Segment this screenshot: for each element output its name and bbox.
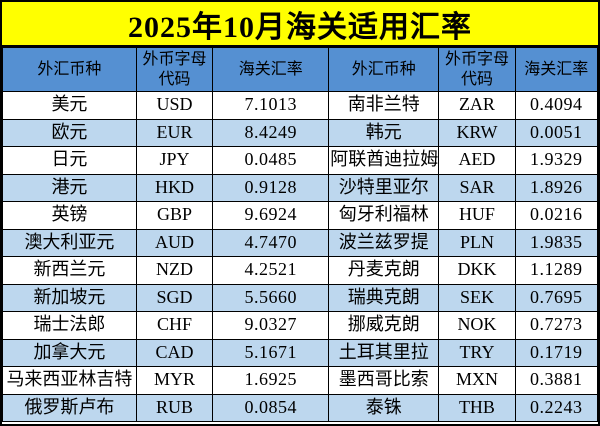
rate-cell: 0.3881 xyxy=(514,366,598,395)
col-header-rate-right: 海关汇率 xyxy=(514,47,598,92)
rate-cell: 8.4249 xyxy=(212,118,330,147)
table-row: 澳大利亚元 AUD 4.7470 波兰兹罗提 PLN 1.9835 xyxy=(2,228,598,257)
rate-cell: 0.0216 xyxy=(514,201,598,230)
table-row: 新西兰元 NZD 4.2521 丹麦克朗 DKK 1.1289 xyxy=(2,256,598,285)
currency-name-cell: 加拿大元 xyxy=(2,338,137,367)
currency-code-cell: HKD xyxy=(135,173,214,202)
header-row: 外汇币种 外币字母代码 海关汇率 外汇币种 外币字母代码 海关汇率 xyxy=(2,47,598,92)
rate-cell: 1.8926 xyxy=(514,173,598,202)
currency-code-cell: AUD xyxy=(135,228,214,257)
rate-cell: 0.0051 xyxy=(514,118,598,147)
currency-code-cell: MXN xyxy=(438,366,516,395)
currency-code-cell: AED xyxy=(438,146,516,175)
table-row: 加拿大元 CAD 5.1671 土耳其里拉 TRY 0.1719 xyxy=(2,338,598,367)
currency-name-cell: 俄罗斯卢布 xyxy=(2,393,137,422)
currency-code-cell: DKK xyxy=(438,256,516,285)
rate-cell: 1.9329 xyxy=(514,146,598,175)
currency-name-cell: 日元 xyxy=(2,146,137,175)
currency-code-cell: CAD xyxy=(135,338,214,367)
table-row: 瑞士法郎 CHF 9.0327 挪威克朗 NOK 0.7273 xyxy=(2,311,598,340)
currency-name-cell: 泰铢 xyxy=(328,393,440,422)
rate-cell: 0.7695 xyxy=(514,283,598,312)
rate-cell: 1.6925 xyxy=(212,366,330,395)
table-row: 美元 USD 7.1013 南非兰特 ZAR 0.4094 xyxy=(2,91,598,120)
currency-name-cell: 韩元 xyxy=(328,118,440,147)
currency-name-cell: 港元 xyxy=(2,173,137,202)
table-row: 英镑 GBP 9.6924 匈牙利福林 HUF 0.0216 xyxy=(2,201,598,230)
currency-name-cell: 澳大利亚元 xyxy=(2,228,137,257)
rate-cell: 4.7470 xyxy=(212,228,330,257)
currency-code-cell: SAR xyxy=(438,173,516,202)
table-row: 马来西亚林吉特 MYR 1.6925 墨西哥比索 MXN 0.3881 xyxy=(2,366,598,395)
page-title: 2025年10月海关适用汇率 xyxy=(2,2,598,47)
col-header-currency-right: 外汇币种 xyxy=(328,47,440,92)
rate-cell: 5.5660 xyxy=(212,283,330,312)
currency-name-cell: 南非兰特 xyxy=(328,91,440,120)
currency-code-cell: JPY xyxy=(135,146,214,175)
currency-code-cell: MYR xyxy=(135,366,214,395)
currency-code-cell: PLN xyxy=(438,228,516,257)
rate-cell: 0.4094 xyxy=(514,91,598,120)
col-header-code-left: 外币字母代码 xyxy=(135,47,214,92)
exchange-rate-table: 外汇币种 外币字母代码 海关汇率 外汇币种 外币字母代码 海关汇率 美元 USD… xyxy=(2,47,598,422)
table-row: 新加坡元 SGD 5.5660 瑞典克朗 SEK 0.7695 xyxy=(2,283,598,312)
rate-cell: 0.9128 xyxy=(212,173,330,202)
currency-name-cell: 丹麦克朗 xyxy=(328,256,440,285)
rate-cell: 1.1289 xyxy=(514,256,598,285)
currency-code-cell: USD xyxy=(135,91,214,120)
currency-name-cell: 土耳其里拉 xyxy=(328,338,440,367)
rate-cell: 0.0854 xyxy=(212,393,330,422)
currency-code-cell: SGD xyxy=(135,283,214,312)
currency-name-cell: 沙特里亚尔 xyxy=(328,173,440,202)
currency-name-cell: 新西兰元 xyxy=(2,256,137,285)
currency-name-cell: 波兰兹罗提 xyxy=(328,228,440,257)
rate-cell: 9.6924 xyxy=(212,201,330,230)
table-row: 港元 HKD 0.9128 沙特里亚尔 SAR 1.8926 xyxy=(2,173,598,202)
rate-cell: 0.2243 xyxy=(514,393,598,422)
currency-name-cell: 马来西亚林吉特 xyxy=(2,366,137,395)
currency-code-cell: THB xyxy=(438,393,516,422)
col-header-code-right: 外币字母代码 xyxy=(438,47,516,92)
currency-name-cell: 匈牙利福林 xyxy=(328,201,440,230)
currency-name-cell: 墨西哥比索 xyxy=(328,366,440,395)
rate-cell: 0.7273 xyxy=(514,311,598,340)
rate-cell: 5.1671 xyxy=(212,338,330,367)
table-row: 俄罗斯卢布 RUB 0.0854 泰铢 THB 0.2243 xyxy=(2,393,598,422)
currency-code-cell: ZAR xyxy=(438,91,516,120)
currency-code-cell: GBP xyxy=(135,201,214,230)
rate-cell: 0.0485 xyxy=(212,146,330,175)
currency-code-cell: EUR xyxy=(135,118,214,147)
currency-code-cell: RUB xyxy=(135,393,214,422)
currency-name-cell: 美元 xyxy=(2,91,137,120)
currency-name-cell: 英镑 xyxy=(2,201,137,230)
col-header-currency-left: 外汇币种 xyxy=(2,47,137,92)
currency-name-cell: 欧元 xyxy=(2,118,137,147)
currency-code-cell: KRW xyxy=(438,118,516,147)
table-row: 欧元 EUR 8.4249 韩元 KRW 0.0051 xyxy=(2,118,598,147)
currency-code-cell: NOK xyxy=(438,311,516,340)
currency-code-cell: NZD xyxy=(135,256,214,285)
currency-name-cell: 瑞典克朗 xyxy=(328,283,440,312)
rate-cell: 0.1719 xyxy=(514,338,598,367)
currency-code-cell: TRY xyxy=(438,338,516,367)
currency-name-cell: 瑞士法郎 xyxy=(2,311,137,340)
table-row: 日元 JPY 0.0485 阿联酋迪拉姆 AED 1.9329 xyxy=(2,146,598,175)
col-header-rate-left: 海关汇率 xyxy=(212,47,330,92)
rate-cell: 4.2521 xyxy=(212,256,330,285)
currency-code-cell: SEK xyxy=(438,283,516,312)
rate-cell: 1.9835 xyxy=(514,228,598,257)
rate-cell: 7.1013 xyxy=(212,91,330,120)
currency-name-cell: 挪威克朗 xyxy=(328,311,440,340)
currency-name-cell: 新加坡元 xyxy=(2,283,137,312)
rate-cell: 9.0327 xyxy=(212,311,330,340)
currency-name-cell: 阿联酋迪拉姆 xyxy=(328,146,440,175)
currency-code-cell: CHF xyxy=(135,311,214,340)
currency-code-cell: HUF xyxy=(438,201,516,230)
